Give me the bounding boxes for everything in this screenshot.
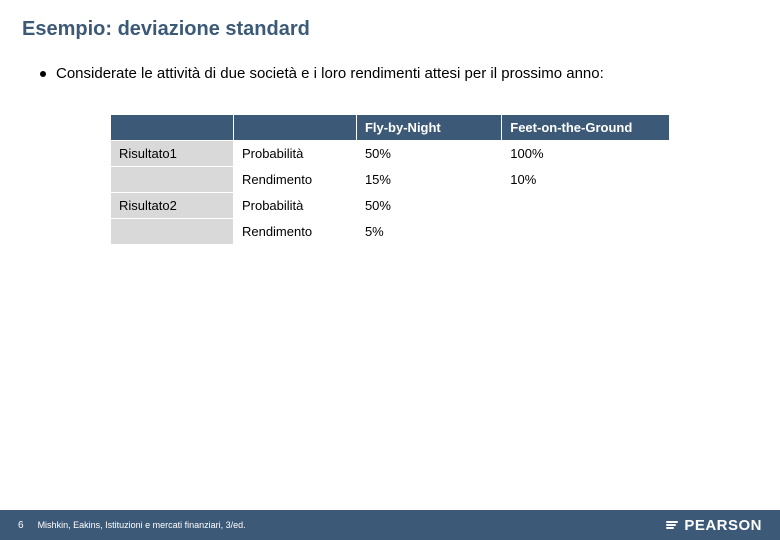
- bullet-list: Considerate le attività di due società e…: [0, 41, 780, 86]
- value-cell: [502, 192, 670, 218]
- header-col-1: Fly-by-Night: [356, 114, 501, 140]
- metric-cell: Probabilità: [233, 192, 356, 218]
- data-table: Fly-by-Night Feet-on-the-Ground Risultat…: [110, 114, 670, 245]
- metric-cell: Rendimento: [233, 166, 356, 192]
- header-blank-2: [233, 114, 356, 140]
- footer-citation: Mishkin, Eakins, Istituzioni e mercati f…: [38, 520, 246, 530]
- brand-text: PEARSON: [684, 517, 762, 534]
- header-blank-1: [111, 114, 234, 140]
- value-cell: 5%: [356, 218, 501, 244]
- row-label: [111, 218, 234, 244]
- metric-cell: Rendimento: [233, 218, 356, 244]
- slide: Esempio: deviazione standard Considerate…: [0, 0, 780, 540]
- brand-logo: PEARSON: [666, 517, 762, 534]
- metric-cell: Probabilità: [233, 140, 356, 166]
- data-table-container: Fly-by-Night Feet-on-the-Ground Risultat…: [110, 114, 670, 245]
- value-cell: 100%: [502, 140, 670, 166]
- value-cell: 15%: [356, 166, 501, 192]
- value-cell: 50%: [356, 192, 501, 218]
- table-row: Rendimento 5%: [111, 218, 670, 244]
- brand-lines-icon: [666, 521, 678, 529]
- row-label: Risultato1: [111, 140, 234, 166]
- bullet-text: Considerate le attività di due società e…: [56, 63, 604, 86]
- table-row: Rendimento 15% 10%: [111, 166, 670, 192]
- table-row: Risultato2 Probabilità 50%: [111, 192, 670, 218]
- bullet-item: Considerate le attività di due società e…: [40, 63, 750, 86]
- footer-left: 6 Mishkin, Eakins, Istituzioni e mercati…: [18, 520, 246, 531]
- header-col-2: Feet-on-the-Ground: [502, 114, 670, 140]
- table-header-row: Fly-by-Night Feet-on-the-Ground: [111, 114, 670, 140]
- page-number: 6: [18, 520, 24, 531]
- value-cell: 10%: [502, 166, 670, 192]
- row-label: [111, 166, 234, 192]
- value-cell: 50%: [356, 140, 501, 166]
- footer-bar: 6 Mishkin, Eakins, Istituzioni e mercati…: [0, 510, 780, 540]
- slide-title: Esempio: deviazione standard: [0, 0, 780, 41]
- row-label: Risultato2: [111, 192, 234, 218]
- value-cell: [502, 218, 670, 244]
- table-row: Risultato1 Probabilità 50% 100%: [111, 140, 670, 166]
- bullet-dot-icon: [40, 71, 46, 77]
